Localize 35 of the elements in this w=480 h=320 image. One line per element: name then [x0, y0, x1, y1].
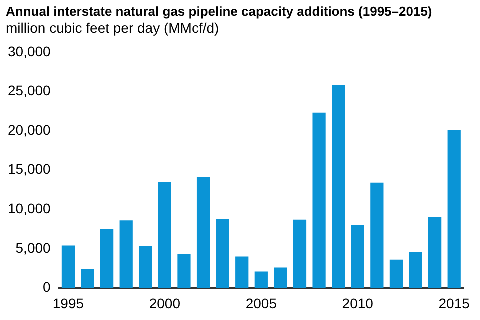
- bar: [254, 272, 268, 288]
- x-tick-label: 1995: [52, 295, 84, 312]
- bar: [332, 85, 346, 288]
- bar: [351, 225, 364, 288]
- y-tick-label: 5,000: [16, 240, 52, 256]
- bar: [428, 217, 442, 288]
- bar: [390, 260, 404, 288]
- y-tick-label: 0: [43, 279, 52, 296]
- y-tick-label: 15,000: [8, 161, 52, 178]
- x-tick-label: 2005: [246, 295, 278, 312]
- chart-subtitle: million cubic feet per day (MMcf/d): [5, 19, 220, 36]
- bar: [81, 269, 94, 288]
- x-tick-label: 2000: [149, 295, 181, 312]
- x-tick-label: 2015: [438, 295, 470, 312]
- bar: [139, 246, 152, 288]
- chart-title: Annual interstate natural gas pipeline capacity additions (1995–2015): [5, 3, 434, 19]
- y-tick-label: 25,000: [8, 82, 52, 99]
- bar: [62, 246, 76, 288]
- bar: [312, 112, 326, 288]
- bar: [370, 182, 384, 288]
- bar: [120, 220, 133, 288]
- y-tick-label: 30,000: [8, 43, 52, 60]
- bar: [274, 268, 288, 288]
- bar: [448, 130, 461, 288]
- bar: [100, 229, 114, 288]
- bar: [293, 220, 307, 288]
- bar: [196, 177, 210, 288]
- y-tick-label: 20,000: [8, 122, 52, 138]
- bar: [236, 256, 249, 288]
- y-tick-label: 10,000: [8, 200, 52, 216]
- bar: [158, 182, 172, 288]
- bar: [409, 252, 422, 288]
- bar: [178, 254, 191, 288]
- bar: [216, 219, 230, 288]
- x-tick-label: 2010: [342, 295, 374, 312]
